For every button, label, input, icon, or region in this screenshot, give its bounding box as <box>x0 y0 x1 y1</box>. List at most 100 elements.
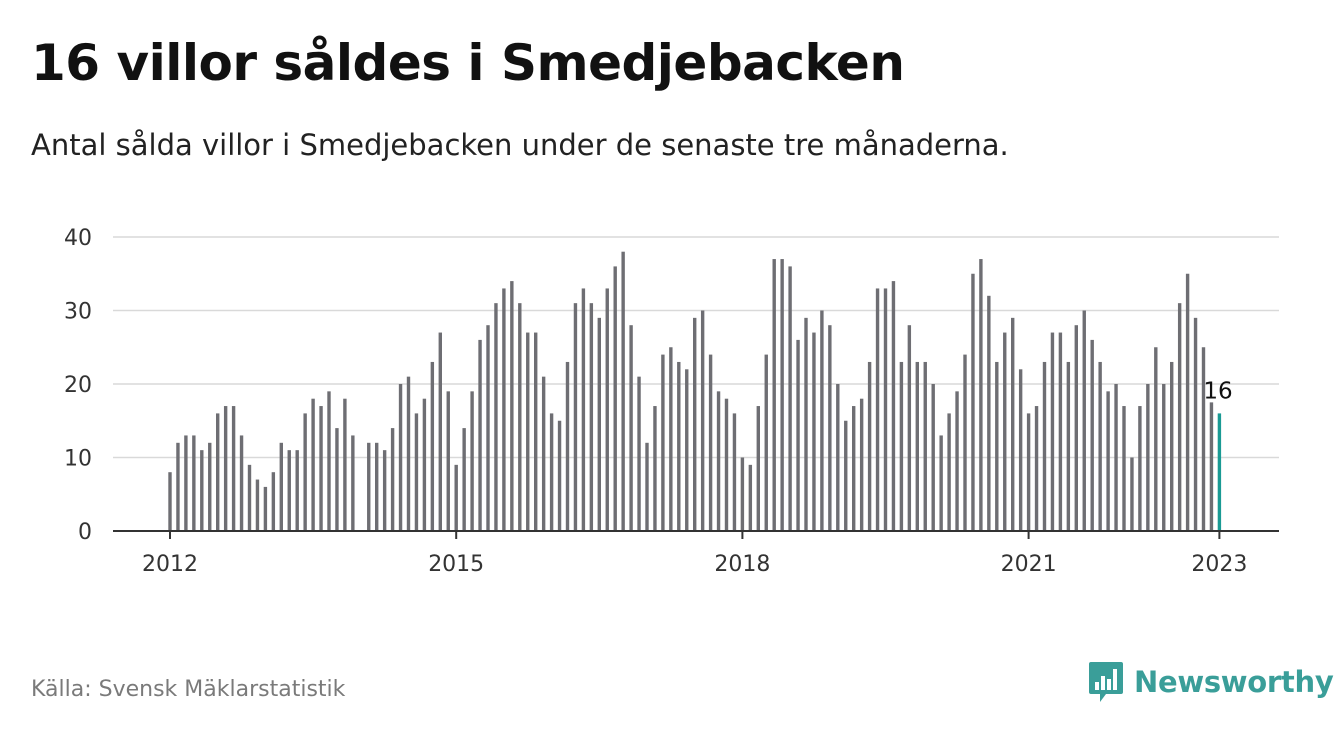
y-tick-label: 30 <box>64 300 92 325</box>
bar <box>335 428 339 531</box>
x-tick-label: 2018 <box>714 552 770 577</box>
bar <box>311 398 315 531</box>
bar <box>979 259 983 531</box>
bar <box>748 464 753 531</box>
bar <box>446 391 450 531</box>
bar <box>732 413 737 531</box>
bar <box>565 361 570 531</box>
bar <box>907 325 912 531</box>
bar <box>192 435 196 531</box>
bar <box>470 391 474 531</box>
bar <box>629 325 633 531</box>
bar <box>740 457 745 531</box>
bar <box>279 442 283 531</box>
bar <box>1162 384 1166 531</box>
bar <box>287 450 291 531</box>
bar <box>223 406 228 531</box>
bar <box>677 361 681 531</box>
bar <box>168 472 172 531</box>
bar <box>669 347 673 531</box>
y-tick-label: 20 <box>64 373 92 398</box>
bar <box>518 303 522 531</box>
bar <box>780 259 784 531</box>
bar <box>1122 406 1126 531</box>
last-value-label: 16 <box>1203 378 1232 404</box>
bar <box>828 325 832 531</box>
bar <box>939 435 943 531</box>
bar <box>613 266 617 531</box>
bars <box>168 251 1222 531</box>
bar <box>621 251 625 531</box>
bar <box>756 406 760 531</box>
bar <box>406 376 411 531</box>
bar <box>295 450 299 531</box>
bar <box>1018 369 1023 531</box>
chart-subtitle: Antal sålda villor i Smedjebacken under … <box>31 128 1009 162</box>
y-tick-label: 10 <box>64 447 92 472</box>
bar <box>1034 406 1039 531</box>
bar <box>931 384 935 531</box>
bar <box>1082 310 1086 531</box>
bar <box>1193 317 1198 531</box>
bar-latest <box>1217 413 1222 531</box>
bar <box>510 281 514 531</box>
bar <box>390 428 395 531</box>
bar <box>597 317 601 531</box>
bar <box>478 339 482 531</box>
bar <box>1066 361 1071 531</box>
bar <box>764 354 768 531</box>
bar <box>375 442 379 531</box>
bar <box>1209 402 1214 531</box>
brand-name: Newsworthy <box>1134 665 1334 699</box>
bar <box>645 442 649 531</box>
bar <box>422 398 427 531</box>
bar <box>208 442 212 531</box>
bar <box>430 361 435 531</box>
bar <box>1177 303 1182 531</box>
x-tick-label: 2021 <box>1001 552 1057 577</box>
y-tick-label: 40 <box>64 226 92 251</box>
bar <box>955 391 959 531</box>
bar <box>685 369 689 531</box>
bar <box>947 413 951 531</box>
bar <box>995 361 999 531</box>
bar <box>923 361 927 531</box>
newsworthy-logo: Newsworthy <box>1088 660 1334 704</box>
bar <box>708 354 713 531</box>
bar <box>549 413 554 531</box>
bar <box>486 325 490 531</box>
axes: 0 10 20 30 40 16 2012 2015 2018 2021 2023 <box>64 226 1279 577</box>
bar <box>915 361 919 531</box>
bar <box>891 281 896 531</box>
bar <box>589 303 594 531</box>
bar <box>414 413 419 531</box>
bar <box>438 332 442 531</box>
source-note: Källa: Svensk Mäklarstatistik <box>31 677 346 702</box>
bar <box>494 303 498 531</box>
bar <box>1130 457 1134 531</box>
bar <box>1058 332 1063 531</box>
bar <box>327 391 331 531</box>
bar <box>844 420 848 531</box>
bar <box>1074 325 1078 531</box>
bar <box>534 332 538 531</box>
bar <box>1138 406 1142 531</box>
bar <box>852 406 856 531</box>
x-tick-label: 2012 <box>142 552 198 577</box>
bar <box>1170 361 1174 531</box>
bar <box>693 317 697 531</box>
bar <box>1185 273 1190 531</box>
bar <box>343 398 347 531</box>
bar <box>859 398 864 531</box>
bar <box>557 420 562 531</box>
bar <box>1106 391 1110 531</box>
bar <box>247 464 252 531</box>
bar <box>867 361 872 531</box>
bar <box>526 332 530 531</box>
bar <box>724 398 729 531</box>
bar <box>573 303 578 531</box>
bar <box>1090 339 1094 531</box>
bar <box>637 376 641 531</box>
bar <box>581 288 586 531</box>
x-tick-label: 2023 <box>1191 552 1247 577</box>
